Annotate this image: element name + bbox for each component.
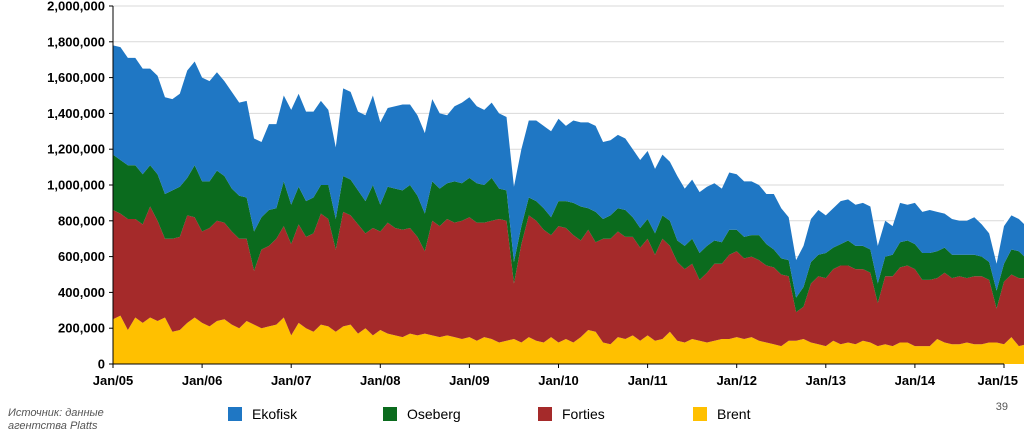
x-tick-label: Jan/13	[806, 373, 846, 388]
x-tick-label: Jan/12	[716, 373, 756, 388]
x-tick-label: Jan/14	[895, 373, 936, 388]
y-tick-label: 1,800,000	[47, 34, 105, 49]
x-tick-label: Jan/07	[271, 373, 311, 388]
legend-label-oseberg: Oseberg	[407, 406, 461, 422]
x-tick-label: Jan/09	[449, 373, 489, 388]
legend-swatch-oseberg	[383, 407, 397, 421]
x-tick-label: Jan/06	[182, 373, 222, 388]
area-ekofisk	[113, 45, 1024, 298]
x-tick-label: Jan/11	[628, 373, 668, 388]
area-brent	[113, 315, 1024, 364]
y-tick-label: 1,600,000	[47, 70, 105, 85]
legend-label-forties: Forties	[562, 406, 605, 422]
y-tick-label: 800,000	[58, 213, 105, 228]
legend-label-brent: Brent	[717, 406, 751, 422]
source-note: Источник: данные агентства Platts	[8, 407, 104, 432]
y-tick-label: 2,000,000	[47, 0, 105, 14]
page-number: 39	[995, 401, 1008, 413]
y-axis-tick-labels: 0 200,000 400,000 600,000 800,000 1,000,000 1,…	[47, 0, 105, 372]
legend-item-forties: Forties	[538, 406, 693, 422]
series-areas	[113, 45, 1024, 364]
y-tick-label: 0	[98, 357, 105, 372]
y-tick-label: 400,000	[58, 285, 105, 300]
x-tick-label: Jan/05	[93, 373, 133, 388]
legend-item-oseberg: Oseberg	[383, 406, 538, 422]
y-tick-label: 1,200,000	[47, 142, 105, 157]
legend-item-brent: Brent	[693, 406, 848, 422]
legend-swatch-ekofisk	[228, 407, 242, 421]
y-tick-label: 1,400,000	[47, 106, 105, 121]
legend: Ekofisk Oseberg Forties Brent	[228, 406, 848, 422]
axes	[109, 5, 1005, 368]
x-tick-label: Jan/08	[360, 373, 400, 388]
area-oseberg	[113, 154, 1024, 313]
legend-swatch-forties	[538, 407, 552, 421]
area-forties	[113, 206, 1024, 347]
x-axis-tick-labels: Jan/05 Jan/06 Jan/07 Jan/08 Jan/09 Jan/10 Jan/…	[93, 373, 1018, 388]
y-tick-label: 600,000	[58, 249, 105, 264]
y-tick-label: 200,000	[58, 321, 105, 336]
legend-label-ekofisk: Ekofisk	[252, 406, 298, 422]
x-tick-label: Jan/10	[538, 373, 578, 388]
y-tick-label: 1,000,000	[47, 178, 105, 193]
legend-swatch-brent	[693, 407, 707, 421]
legend-item-ekofisk: Ekofisk	[228, 406, 383, 422]
x-tick-label: Jan/15	[978, 373, 1018, 388]
